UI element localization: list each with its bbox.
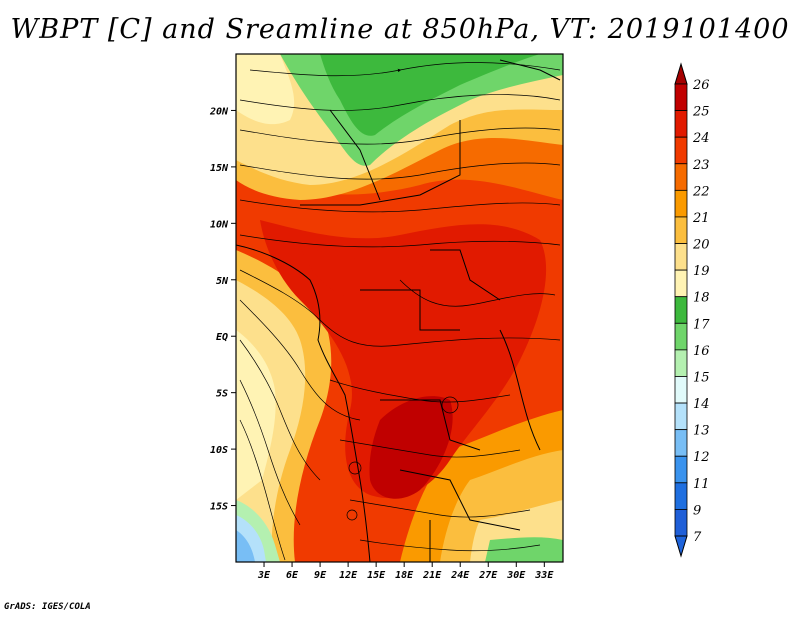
map-frame-border (235, 53, 564, 563)
lon-tick-label: 9E (314, 570, 327, 581)
lat-tick-label: 15N (210, 163, 229, 174)
colorbar-label: 26 (692, 78, 710, 93)
colorbar-swatch (674, 83, 688, 111)
colorbar-label: 9 (693, 503, 701, 518)
map-title: WBPT [C] and Sreamline at 850hPa, VT: 20… (10, 14, 790, 45)
colorbar-label: 22 (692, 184, 710, 199)
colorbar-label: 15 (693, 370, 710, 385)
colorbar-top-triangle (674, 62, 688, 85)
colorbar-label: 17 (693, 317, 710, 332)
colorbar-swatch (674, 216, 688, 244)
colorbar-swatch (674, 163, 688, 191)
colorbar-swatch (674, 376, 688, 404)
colorbar-swatch (674, 402, 688, 431)
colorbar-label: 21 (692, 211, 710, 226)
lon-tick-label: 15E (367, 570, 386, 581)
colorbar-swatch (674, 322, 688, 351)
colorbar-swatch (674, 429, 688, 457)
colorbar-label: 16 (693, 344, 710, 359)
latitude-axis: 20N 15N 10N 5N EQ 5S 10S 15S (209, 106, 236, 513)
colorbar-swatch (674, 455, 688, 484)
coastlines-borders (236, 59, 561, 562)
colorbar-label: 20 (692, 238, 710, 253)
lon-tick-label: 21E (422, 570, 442, 581)
lon-tick-label: 12E (339, 570, 358, 581)
colorbar-label: 11 (693, 477, 710, 492)
colorbar-swatch (674, 482, 688, 510)
lat-tick-label: 10S (210, 445, 228, 456)
colorbar-label: 12 (693, 450, 710, 465)
lat-tick-label: 15S (210, 502, 228, 513)
colorbar-swatch (674, 296, 688, 324)
colorbar-swatch (674, 110, 688, 138)
colorbar-label: 19 (693, 264, 710, 279)
wbpt-shading (236, 54, 563, 562)
lon-tick-label: 18E (395, 570, 414, 581)
colorbar-swatch (674, 136, 688, 165)
lon-tick-label: 24E (450, 570, 470, 581)
longitude-axis: 3E 6E 9E 12E 15E 18E 21E 24E 27E 30E 33E (257, 562, 554, 581)
colorbar-label: 7 (693, 530, 702, 545)
colorbar: 26 25 24 23 22 21 20 19 18 17 16 15 14 13 12 11 9 7 (674, 62, 710, 558)
lon-tick-label: 27E (478, 570, 498, 581)
colorbar-swatch (674, 243, 688, 271)
colorbar-label: 13 (693, 424, 710, 439)
colorbar-swatch (674, 349, 688, 377)
colorbar-label: 18 (693, 291, 710, 306)
colorbar-label: 25 (692, 105, 710, 120)
lon-tick-label: 33E (534, 570, 554, 581)
lat-tick-label: 5S (216, 389, 228, 400)
lon-tick-label: 3E (257, 570, 271, 581)
colorbar-label: 24 (692, 131, 710, 146)
colorbar-swatch (674, 509, 688, 537)
lat-tick-label: 20N (209, 106, 229, 117)
lon-tick-label: 6E (286, 570, 299, 581)
lat-tick-label: EQ (216, 332, 228, 343)
grads-footer: GrADS: IGES/COLA (4, 602, 91, 612)
colorbar-bottom-triangle (674, 535, 688, 558)
colorbar-label: 14 (693, 397, 710, 412)
lat-tick-label: 10N (210, 219, 229, 230)
lat-tick-label: 5N (216, 276, 229, 287)
colorbar-swatch (674, 269, 688, 298)
colorbar-swatch (674, 189, 688, 218)
lon-tick-label: 30E (506, 570, 526, 581)
colorbar-label: 23 (692, 158, 710, 173)
